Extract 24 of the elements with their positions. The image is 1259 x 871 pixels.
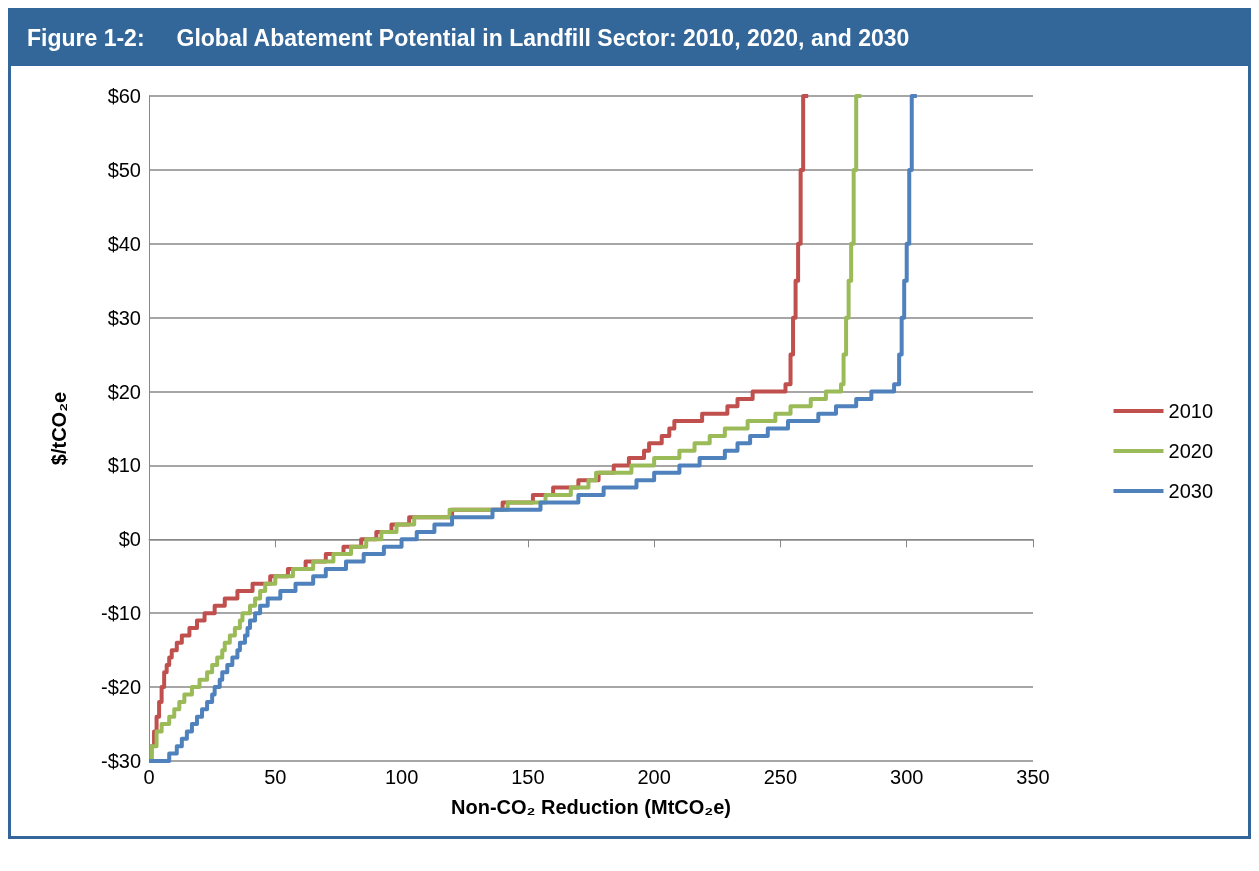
- y-tick-label: -$10: [100, 602, 141, 625]
- chart-title: Figure 1-2: Global Abatement Potential in Landfill Sector: 2010, 2020, and 2030: [11, 11, 1248, 66]
- x-tick-label: 300: [890, 766, 924, 788]
- y-tick-label: $60: [107, 85, 141, 107]
- y-tick-label: -$20: [100, 676, 141, 699]
- x-tick-label: 0: [143, 766, 155, 788]
- y-tick-label: $30: [107, 306, 141, 329]
- y-tick-label: $10: [107, 454, 141, 477]
- legend-label: 2030: [1168, 480, 1214, 502]
- y-tick-label: $50: [107, 158, 141, 181]
- y-tick-label: $40: [107, 232, 141, 255]
- x-tick-label: 150: [511, 766, 545, 788]
- x-tick-label: 200: [637, 766, 671, 788]
- y-tick-label: $20: [107, 380, 141, 403]
- y-axis-title: $/tCO₂e: [48, 391, 70, 466]
- y-tick-label: -$30: [100, 750, 141, 772]
- legend-label: 2020: [1168, 440, 1214, 462]
- legend-label: 2010: [1168, 400, 1214, 422]
- x-tick-label: 250: [763, 766, 798, 788]
- x-tick-label: 100: [384, 766, 419, 788]
- x-tick-label: 50: [264, 766, 287, 788]
- x-tick-label: 350: [1016, 766, 1050, 788]
- x-axis-title: Non-CO₂ Reduction (MtCO₂e): [451, 796, 731, 818]
- y-tick-label: $0: [118, 528, 141, 551]
